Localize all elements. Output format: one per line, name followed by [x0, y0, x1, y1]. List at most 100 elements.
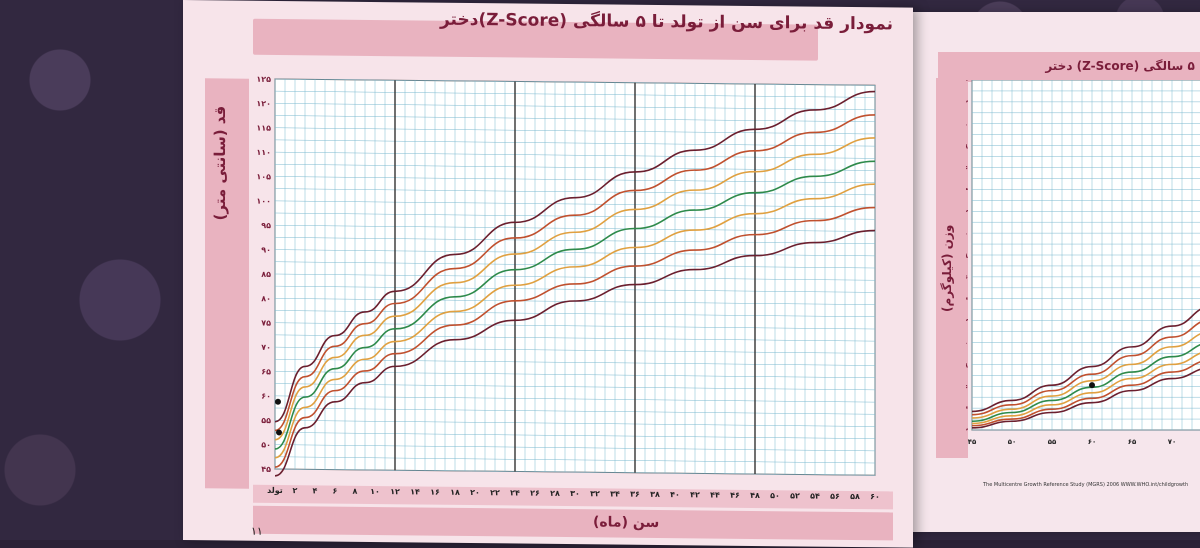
- grid-line-horizontal: [275, 78, 875, 86]
- y-axis-label: قد (سانتی متر): [211, 105, 229, 221]
- grid-line-horizontal: [275, 176, 875, 183]
- grid-line-horizontal: [275, 285, 875, 293]
- grid-line-horizontal: [275, 310, 875, 318]
- x-tick-label: ۱۲: [390, 487, 400, 496]
- series-line-4: [274, 137, 876, 441]
- y-tick-label: ۹۵: [261, 221, 271, 230]
- series-line-1: [971, 361, 1200, 427]
- y-tick-label: ۲۸: [966, 143, 969, 151]
- x-tick-label: ۲۰: [470, 488, 480, 497]
- grid-line-horizontal: [275, 371, 875, 378]
- x-tick-label: ۳۸: [650, 490, 660, 499]
- grid-line-horizontal: [275, 249, 875, 257]
- y-tick-label: ۱۲۰: [256, 99, 271, 108]
- x-tick-label: ۴۴: [710, 491, 720, 500]
- x-tick-label: ۵۴: [810, 492, 820, 501]
- y-tick-label: ۷۰: [261, 343, 271, 352]
- height-chart: ۴۵۵۰۵۵۶۰۶۵۷۰۷۵۸۰۸۵۹۰۹۵۱۰۰۱۰۵۱۱۰۱۱۵۱۲۰۱۲۵…: [256, 75, 880, 502]
- grid-line-horizontal: [275, 127, 875, 135]
- right-chart-title: تا ۵ سالگی (Z-Score) دختر: [1045, 59, 1200, 73]
- x-tick-label: ۶۰: [870, 492, 880, 501]
- y-tick-label: ۱۲۵: [256, 75, 271, 84]
- grid-line-horizontal: [275, 115, 875, 123]
- data-point: [275, 398, 281, 405]
- x-tick-label: ۳۶: [630, 490, 640, 499]
- y-tick-label: ۳۴: [966, 80, 969, 85]
- series-line-0: [971, 368, 1200, 429]
- y-tick-label: ۱۴: [966, 296, 969, 304]
- right-title-band: [938, 52, 1200, 82]
- y-tick-label: ۴: [966, 405, 969, 413]
- x-tick-label: ۴: [313, 486, 318, 495]
- y-tick-label: ۱۱۵: [256, 124, 271, 133]
- grid-line-horizontal: [275, 139, 875, 147]
- grid-line-horizontal: [275, 334, 875, 342]
- x-tick-label: ۲۲: [490, 488, 500, 497]
- grid-line-horizontal: [275, 224, 875, 232]
- y-tick-label: ۶: [966, 383, 968, 391]
- x-tick-label: ۵۸: [850, 492, 860, 501]
- x-tick-label: ۲۶: [530, 489, 540, 498]
- y-tick-label: ۵۰: [261, 440, 271, 449]
- y-tick-label: ۶۰: [261, 392, 271, 401]
- y-tick-label: ۲۰: [966, 230, 968, 238]
- x-tick-label: ۳۰: [570, 489, 580, 498]
- left-page: نمودار قد برای سن از تولد تا ۵ سالگی (Z-…: [183, 0, 913, 548]
- grid-line-horizontal: [275, 90, 875, 98]
- y-tick-label: ۱۶: [966, 274, 968, 282]
- grid-line-horizontal: [275, 273, 875, 281]
- series-line-5: [274, 114, 876, 432]
- y-tick-label: ۱۰۰: [256, 197, 271, 206]
- series-line-5: [971, 321, 1200, 416]
- grid-line-horizontal: [275, 383, 875, 391]
- series-line-6: [274, 90, 876, 423]
- grid-line-horizontal: [275, 237, 875, 244]
- x-tick-label: ۴۶: [730, 491, 740, 500]
- x-tick-label: ۳۲: [590, 489, 600, 498]
- y-tick-label: ۵۵: [261, 416, 271, 425]
- grid-line-horizontal: [275, 468, 875, 476]
- series-line-3: [274, 160, 876, 450]
- y-tick-label: ۱۸: [966, 252, 969, 260]
- grid-line-horizontal: [275, 322, 875, 330]
- grid-line-horizontal: [275, 261, 875, 269]
- y-tick-label: ۲۶: [966, 165, 968, 173]
- y-tick-label: ۳۰: [966, 121, 968, 129]
- grid-line-horizontal: [275, 200, 875, 208]
- x-tick-label: ۱۴: [410, 487, 420, 496]
- y-tick-label: ۸: [966, 361, 969, 369]
- x-tick-label: ۱۸: [450, 488, 460, 497]
- x-tick-label: ۶۰: [1088, 438, 1097, 446]
- footnote: The Multicentre Growth Reference Study (…: [983, 482, 1189, 488]
- x-tick-label: ۵۰: [770, 491, 780, 500]
- x-tick-label: ۶: [333, 487, 338, 496]
- y-tick-label: ۹۰: [261, 245, 271, 254]
- grid-line-horizontal: [275, 444, 875, 452]
- grid-line-horizontal: [275, 456, 875, 464]
- data-point: [276, 429, 282, 436]
- y-tick-label: ۳۲: [966, 99, 969, 107]
- grid-line-horizontal: [275, 188, 875, 196]
- grid-line-horizontal: [275, 419, 875, 427]
- grid-line-horizontal: [275, 359, 875, 366]
- y-tick-label: ۱۲: [966, 318, 969, 326]
- x-tick-label: ۲: [293, 486, 298, 495]
- y-tick-label: ۸۰: [261, 294, 271, 303]
- y-tick-label: ۱۰۵: [256, 172, 271, 181]
- x-tick-label: ۴۸: [750, 491, 760, 500]
- y-tick-label: ۱۰: [966, 340, 968, 348]
- series-line-0: [274, 229, 876, 477]
- x-tick-label: ۴۵: [968, 438, 977, 446]
- y-tick-label: ۶۵: [261, 367, 271, 376]
- x-tick-label: ۱۰: [370, 487, 380, 496]
- grid-line-horizontal: [275, 164, 875, 171]
- x-tick-label: ۵۶: [830, 492, 840, 501]
- page-number: ۱۱: [251, 524, 263, 538]
- x-tick-label: ۲۸: [550, 489, 560, 498]
- x-tick-label: ۵۲: [790, 491, 800, 500]
- grid-line-horizontal: [275, 346, 875, 354]
- grid-line-horizontal: [275, 395, 875, 403]
- weight-chart: ۲۴۶۸۱۰۱۲۱۴۱۶۱۸۲۰۲۲۲۴۲۶۲۸۳۰۳۲۳۴۴۵۵۰۵۵۶۰۶۵…: [966, 80, 1200, 446]
- x-tick-label: ۴۰: [670, 490, 680, 499]
- y-tick-label: ۸۵: [261, 270, 271, 279]
